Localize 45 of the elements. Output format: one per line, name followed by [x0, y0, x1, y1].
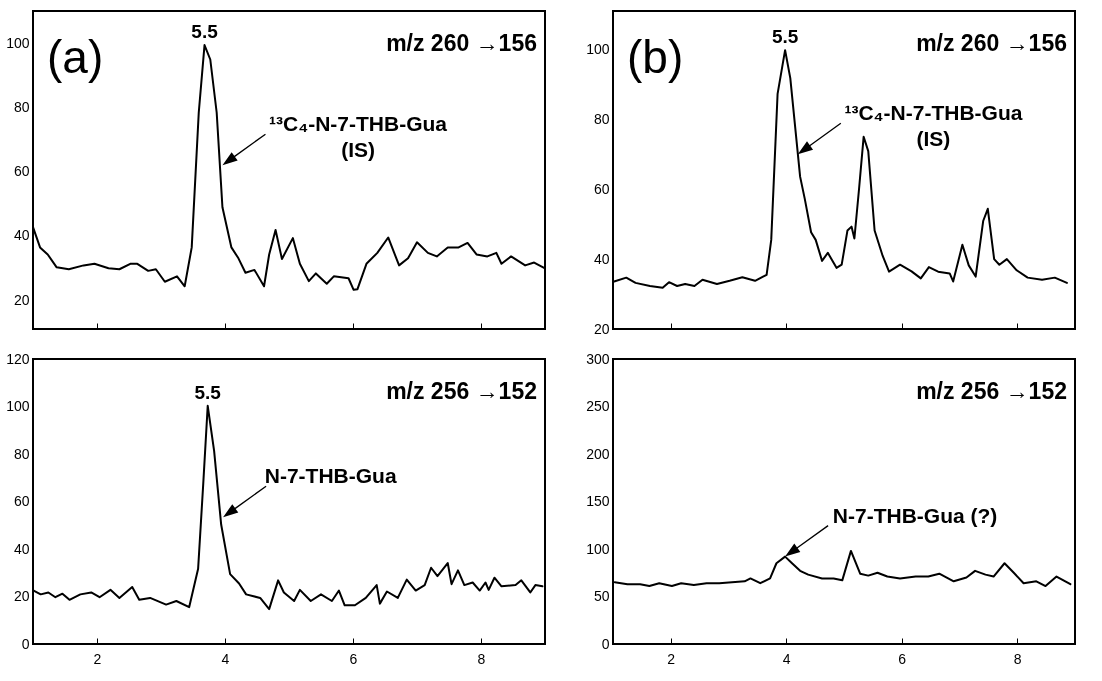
annotation: 5.5: [191, 21, 219, 43]
y-tick-label: 60: [13, 163, 30, 180]
y-tick-label: 40: [13, 227, 30, 244]
x-tick-label: 8: [477, 650, 486, 667]
annotation: m/z 260 →156: [386, 30, 537, 56]
y-tick-label: 200: [586, 445, 610, 462]
annotation: m/z 256 →152: [916, 378, 1067, 404]
y-tick-label: 80: [13, 98, 30, 115]
annotation: m/z 260 →156: [916, 30, 1067, 56]
x-tick-label: 6: [349, 650, 358, 667]
annotation: N-7-THB-Gua (?): [832, 503, 998, 527]
annotation: ¹³C₄-N-7-THB-Gua (IS): [844, 101, 1023, 151]
y-tick-label: 20: [13, 588, 30, 604]
y-tick-label: 60: [593, 180, 610, 197]
x-tick-label: 6: [898, 650, 907, 667]
x-tick-label: 2: [93, 650, 102, 667]
x-tick-label: 8: [1013, 650, 1022, 667]
y-tick-label: 50: [593, 588, 610, 604]
y-tick-label: 80: [13, 445, 30, 462]
x-tick-label: 4: [782, 650, 791, 667]
annotation: ¹³C₄-N-7-THB-Gua (IS): [269, 112, 448, 162]
chart-title: (a): [47, 31, 104, 83]
annotation: m/z 256 →152: [386, 378, 537, 404]
y-tick-label: 60: [13, 493, 30, 509]
y-tick-label: 20: [13, 291, 30, 308]
y-tick-label: 80: [593, 110, 610, 127]
y-tick-label: 40: [13, 540, 30, 557]
x-tick-label: 4: [221, 650, 230, 667]
y-tick-label: 40: [593, 250, 610, 267]
y-tick-label: 250: [586, 398, 610, 414]
y-tick-label: 100: [6, 398, 30, 414]
y-tick-label: 100: [586, 540, 610, 557]
y-tick-label: 100: [586, 40, 610, 57]
y-tick-label: 120: [6, 350, 30, 367]
y-tick-label: 300: [586, 350, 610, 367]
y-tick-label: 150: [586, 493, 610, 509]
annotation: 5.5: [194, 381, 222, 403]
y-tick-label: 20: [593, 320, 610, 337]
annotation: 5.5: [771, 26, 799, 48]
annotation: N-7-THB-Gua: [264, 464, 397, 488]
y-tick-label: 0: [601, 635, 610, 652]
chart-title: (b): [627, 31, 684, 83]
x-tick-label: 2: [667, 650, 676, 667]
y-tick-label: 100: [6, 34, 30, 51]
y-tick-label: 0: [21, 635, 30, 652]
